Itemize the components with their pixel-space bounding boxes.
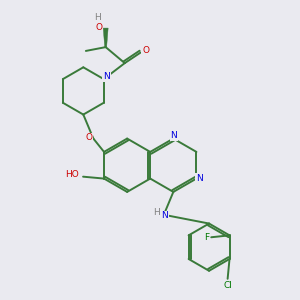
Text: F: F <box>204 233 209 242</box>
Polygon shape <box>103 28 108 47</box>
Text: N: N <box>161 212 168 220</box>
Text: H: H <box>94 13 101 22</box>
Text: HO: HO <box>65 169 79 178</box>
Text: N: N <box>196 174 203 183</box>
Text: N: N <box>170 131 177 140</box>
Text: Cl: Cl <box>223 281 232 290</box>
Text: O: O <box>95 23 102 32</box>
Text: O: O <box>85 133 92 142</box>
Text: H: H <box>154 208 160 217</box>
Text: O: O <box>142 46 149 55</box>
Text: N: N <box>103 72 110 81</box>
